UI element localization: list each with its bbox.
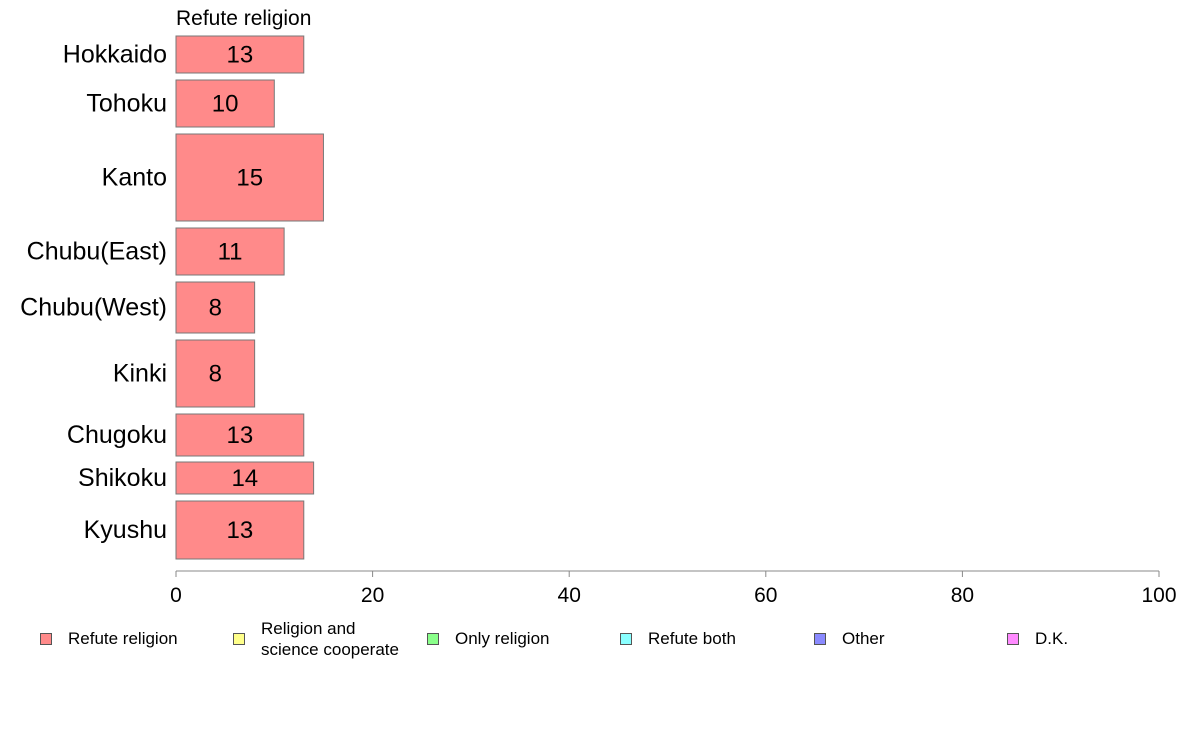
data-label: 10: [212, 91, 239, 118]
category-label: Kyushu: [84, 516, 167, 544]
legend-item-dk: D.K.: [1007, 628, 1068, 649]
bar: [175, 133, 324, 222]
data-label: 8: [209, 361, 222, 388]
x-tick-label: 80: [951, 584, 974, 607]
x-tick-label: 20: [361, 584, 384, 607]
legend-label: Other: [842, 629, 885, 648]
x-tick-label: 60: [754, 584, 777, 607]
x-tick-label: 40: [558, 584, 581, 607]
bar: [175, 79, 275, 128]
legend-swatch: [1007, 632, 1019, 645]
legend-item-refute-both: Refute both: [620, 628, 736, 649]
data-label: 11: [218, 239, 243, 266]
category-label: Hokkaido: [63, 41, 167, 69]
category-label: Tohoku: [86, 90, 167, 118]
bars-group: Hokkaido 13 Tohoku 10 Kanto 15 Chubu(East) 11 Ch…: [20, 35, 324, 560]
legend-label: Religion and science cooperate: [261, 619, 399, 659]
data-label: 14: [231, 465, 258, 492]
legend-item-other: Other: [814, 628, 885, 649]
bar: [175, 413, 305, 457]
legend-swatch: [233, 633, 245, 645]
legend: Refute religion Religion and science coo…: [0, 618, 1188, 668]
chart-title: Refute religion: [176, 7, 311, 30]
bar: [175, 35, 305, 74]
legend-item-refute-religion: Refute religion: [40, 628, 178, 649]
x-tick-label: 0: [170, 584, 182, 607]
legend-label: D.K.: [1035, 629, 1069, 648]
category-label: Chubu(East): [27, 238, 167, 266]
bar: [175, 339, 256, 408]
category-label: Kanto: [102, 164, 167, 192]
data-label: 13: [227, 517, 254, 544]
legend-swatch: [814, 632, 826, 645]
legend-swatch: [40, 632, 52, 645]
x-axis: 0 20 40 60 80 100: [170, 570, 1177, 607]
data-label: 13: [227, 422, 254, 449]
category-label: Chubu(West): [20, 294, 167, 322]
legend-label: Only religion: [455, 629, 550, 648]
legend-label: Refute both: [648, 629, 736, 648]
bar: [175, 461, 315, 495]
legend-label: Refute religion: [68, 629, 178, 648]
bar: [175, 281, 256, 334]
x-tick-label: 100: [1141, 584, 1176, 607]
legend-item-religion-and-science-cooperate: Religion and science cooperate: [233, 618, 399, 660]
category-label: Shikoku: [78, 464, 167, 492]
legend-swatch: [427, 632, 439, 645]
bar: [175, 500, 305, 560]
bar: [175, 227, 285, 276]
data-label: 15: [236, 165, 263, 192]
data-label: 13: [227, 42, 254, 69]
category-label: Kinki: [113, 360, 167, 388]
data-label: 8: [209, 295, 222, 322]
category-label: Chugoku: [67, 421, 167, 449]
legend-swatch: [620, 632, 632, 645]
legend-item-only-religion: Only religion: [427, 628, 550, 649]
bar-chart: Refute religion Hokkaido 13 Tohoku 10 Kanto 1…: [20, 7, 1177, 607]
